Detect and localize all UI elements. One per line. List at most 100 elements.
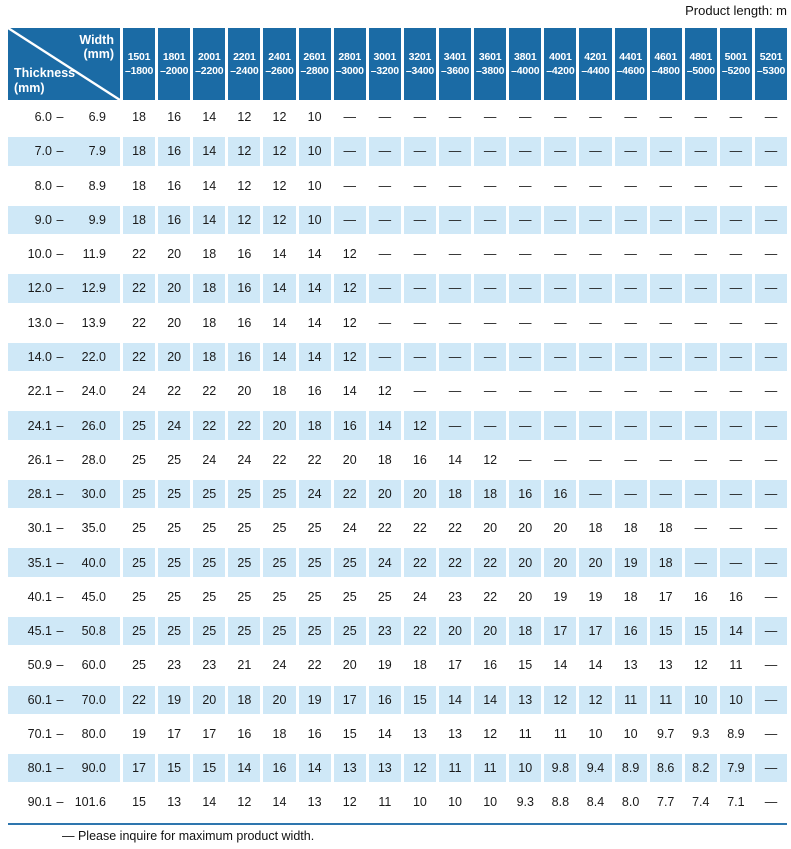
length-value-cell: 13	[333, 754, 366, 783]
length-value-cell: 17	[658, 589, 673, 604]
length-value-cell: 15	[649, 616, 682, 646]
length-value-cell: 13	[412, 726, 427, 741]
thickness-range-label: 9.0–9.9	[8, 205, 120, 235]
table-row: 14.0–22.0 22 20 18 16 14 14 12— — — — — — — — — — — —	[8, 340, 788, 374]
length-value-cell: —	[624, 384, 637, 399]
length-value-cell: —	[719, 548, 752, 577]
length-value-cell: —	[754, 205, 788, 235]
length-value-cell: 24	[158, 411, 191, 440]
length-value-cell: 12	[693, 658, 708, 673]
length-value-cell: 22	[377, 521, 392, 536]
length-value-cell: 20	[438, 616, 472, 646]
length-value-cell: —	[684, 548, 717, 577]
length-value-cell: —	[729, 452, 743, 467]
max-product-length-table: Width (mm) Thickness (mm) 1501 –1800 1801–…	[8, 28, 788, 820]
length-value-cell: 18	[228, 685, 261, 714]
length-value-cell: —	[624, 110, 637, 125]
width-range-header: 2801 –3000	[333, 28, 366, 100]
length-value-cell: 18	[649, 548, 682, 577]
length-value-cell: —	[579, 479, 612, 509]
length-value-cell: 20	[263, 685, 296, 714]
length-value-cell: 11	[729, 658, 743, 673]
length-value-cell: 25	[158, 479, 191, 509]
length-value-cell: —	[343, 110, 356, 125]
length-value-cell: —	[378, 315, 392, 330]
table-row: 10.0–11.9 22 20 18 16 14 14 12 — — — — — — — — — — — —	[8, 237, 787, 271]
table-row: 70.1–80.0 19 17 17 16 18 16 15 14 13 13 12 11 11 10 10 9…	[8, 717, 787, 751]
length-value-cell: 14	[202, 795, 217, 810]
length-value-cell: —	[579, 411, 612, 440]
length-value-cell: —	[649, 205, 682, 235]
length-value-cell: 9.4	[579, 754, 612, 783]
width-range-header: 3801 –4000	[509, 28, 542, 100]
length-value-cell: 10	[588, 726, 603, 741]
length-value-cell: —	[544, 205, 577, 235]
length-value-cell: —	[754, 479, 788, 509]
table-row: 13.0–13.9 22 20 18 16 14 14 12 — — — — — — — — — — — —	[8, 306, 787, 340]
length-value-cell: 25	[263, 616, 296, 646]
length-value-cell: —	[474, 137, 507, 166]
length-value-cell: 10	[719, 685, 752, 714]
length-value-cell: 16	[614, 616, 647, 646]
length-value-cell: 14	[307, 247, 322, 262]
length-value-cell: —	[659, 315, 672, 330]
length-value-cell: 25	[237, 589, 252, 604]
length-value-cell: —	[729, 178, 743, 193]
length-value-cell: 15	[403, 685, 436, 714]
length-value-cell: 7.7	[657, 795, 675, 810]
length-value-cell: 20	[403, 479, 436, 509]
table-row: 45.1–50.8 25 25 25 25 25 25 25 23 22 20 20 18 17 17 16 1…	[8, 614, 788, 648]
length-value-cell: 8.6	[649, 754, 682, 783]
length-value-cell: 14	[272, 247, 287, 262]
table-row: 24.1–26.0 25 24 22 22 20 18 16 14 12— — — — — — — — — —	[8, 408, 788, 442]
length-value-cell: 19	[158, 685, 191, 714]
length-value-cell: 16	[228, 274, 261, 303]
length-value-cell: —	[483, 178, 497, 193]
length-value-cell: —	[554, 110, 567, 125]
length-value-cell: 16	[167, 110, 182, 125]
length-value-cell: —	[624, 452, 637, 467]
length-value-cell: 12	[403, 754, 436, 783]
width-range-header: 5201 –5300	[754, 28, 788, 100]
length-value-cell: —	[368, 342, 401, 372]
length-value-cell: 25	[132, 658, 146, 673]
length-value-cell: —	[589, 247, 602, 262]
length-value-cell: 18	[509, 616, 542, 646]
length-value-cell: 22	[403, 616, 436, 646]
table-row: 28.1–30.0 25 25 25 25 25 24 22 20 20 18 18 16 16— — — — —…	[8, 477, 788, 511]
length-value-cell: 25	[158, 548, 191, 577]
length-value-cell: 14	[438, 685, 472, 714]
length-value-cell: 10	[483, 795, 498, 810]
length-value-cell: —	[694, 521, 708, 536]
thickness-range-label: 40.1–45.0	[27, 589, 106, 604]
length-value-cell: —	[368, 274, 401, 303]
length-value-cell: 24	[272, 658, 287, 673]
length-value-cell: —	[659, 178, 672, 193]
thickness-label-text: Thickness	[14, 66, 76, 81]
length-value-cell: 12	[483, 452, 498, 467]
length-value-cell: 14	[193, 137, 226, 166]
length-value-cell: 20	[158, 342, 191, 372]
length-value-cell: 25	[132, 521, 146, 536]
length-value-cell: 24	[342, 521, 357, 536]
length-value-cell: 25	[377, 589, 392, 604]
length-value-cell: —	[403, 137, 436, 166]
length-value-cell: —	[659, 247, 672, 262]
length-value-cell: —	[544, 137, 577, 166]
length-value-cell: 17	[167, 726, 182, 741]
thickness-range-label: 22.1–24.0	[27, 384, 106, 399]
length-value-cell: —	[403, 274, 436, 303]
length-value-cell: —	[764, 726, 778, 741]
length-value-cell: 12	[377, 384, 392, 399]
length-value-cell: 20	[474, 616, 507, 646]
length-value-cell: 14	[272, 795, 287, 810]
table-row: 7.0–7.9 18 16 14 12 12 10— — — — — — — — — — — — —	[8, 134, 788, 168]
table-row: 30.1–35.0 25 25 25 25 25 25 24 22 22 22 20 20 20 18 18 1…	[8, 511, 787, 545]
length-value-cell: 22	[307, 658, 322, 673]
length-value-cell: 18	[272, 726, 287, 741]
length-value-cell: —	[448, 178, 462, 193]
width-range-header: 3201 –3400	[403, 28, 436, 100]
length-value-cell: —	[554, 452, 567, 467]
length-value-cell: —	[659, 452, 672, 467]
thickness-range-label: 8.0–8.9	[34, 178, 106, 193]
